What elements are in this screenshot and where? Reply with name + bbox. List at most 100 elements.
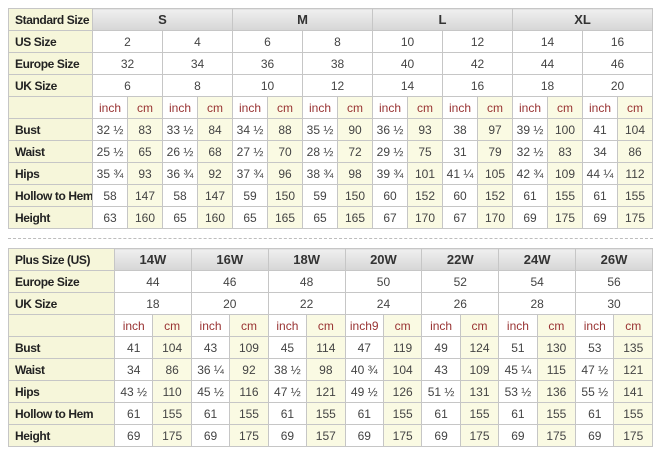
measurement-cell: 45 ½ <box>190 380 231 403</box>
measurement-cell: 104 <box>617 118 653 141</box>
size-value-cell: 22 <box>267 292 346 315</box>
size-value-cell: 10 <box>372 30 443 53</box>
inch-unit-cell: inch <box>162 96 198 119</box>
row-label: Hollow to Hem <box>8 402 115 425</box>
measurement-cell: 150 <box>267 184 303 207</box>
size-value-cell: 16 <box>442 74 513 97</box>
measurement-cell: 61 <box>267 402 308 425</box>
measurement-cell: 27 ½ <box>232 140 268 163</box>
cm-unit-cell: cm <box>337 96 373 119</box>
measurement-cell: 69 <box>267 424 308 447</box>
measurement-cell: 63 <box>92 206 128 229</box>
measurement-cell: 155 <box>229 402 269 425</box>
measurement-cell: 61 <box>575 402 615 425</box>
measurement-cell: 175 <box>459 424 500 447</box>
measurement-cell: 47 ½ <box>267 380 308 403</box>
size-value-cell: 52 <box>421 270 500 293</box>
inch-unit-cell: inch <box>190 314 231 337</box>
measurement-cell: 175 <box>613 424 653 447</box>
measurement-cell: 92 <box>197 162 233 185</box>
measurement-cell: 175 <box>152 424 192 447</box>
measurement-cell: 86 <box>152 358 192 381</box>
measurement-cell: 53 ½ <box>498 380 538 403</box>
measurement-cell: 135 <box>613 336 653 359</box>
cm-unit-cell: cm <box>407 96 443 119</box>
size-value-cell: 42 <box>442 52 513 75</box>
measurement-cell: 165 <box>337 206 373 229</box>
measurement-cell: 45 ¼ <box>498 358 538 381</box>
cm-unit-cell: cm <box>613 314 653 337</box>
size-value-cell: 34 <box>162 52 233 75</box>
measurement-cell: 36 ¾ <box>162 162 198 185</box>
measurement-cell: 101 <box>407 162 443 185</box>
size-value-cell: 12 <box>302 74 373 97</box>
measurement-cell: 160 <box>127 206 163 229</box>
measurement-cell: 110 <box>152 380 192 403</box>
measurement-cell: 29 ½ <box>372 140 408 163</box>
measurement-cell: 40 ¾ <box>344 358 384 381</box>
measurement-cell: 160 <box>197 206 233 229</box>
measurement-cell: 38 <box>442 118 478 141</box>
size-value-cell: 10 <box>232 74 303 97</box>
measurement-cell: 51 <box>498 336 538 359</box>
measurement-cell: 69 <box>190 424 231 447</box>
measurement-cell: 136 <box>536 380 577 403</box>
inch-unit-cell: inch <box>575 314 615 337</box>
measurement-cell: 61 <box>582 184 618 207</box>
measurement-cell: 121 <box>613 358 653 381</box>
measurement-cell: 72 <box>337 140 373 163</box>
cm-unit-cell: cm <box>306 314 346 337</box>
measurement-cell: 175 <box>547 206 583 229</box>
measurement-cell: 61 <box>512 184 548 207</box>
measurement-cell: 53 <box>575 336 615 359</box>
measurement-cell: 38 ½ <box>267 358 308 381</box>
measurement-cell: 93 <box>127 162 163 185</box>
row-label: Europe Size <box>8 270 115 293</box>
size-chart-page: Standard Size S M L XL US Size 2 4 6 8 10 12 14 16 Eur… <box>8 8 653 447</box>
measurement-cell: 59 <box>232 184 268 207</box>
row-label: Height <box>8 206 93 229</box>
size-value-cell: 44 <box>512 52 583 75</box>
measurement-cell: 93 <box>407 118 443 141</box>
measurement-cell: 175 <box>382 424 423 447</box>
measurement-cell: 92 <box>229 358 269 381</box>
row-label: UK Size <box>8 292 115 315</box>
measurement-cell: 35 ¾ <box>92 162 128 185</box>
cm-unit-cell: cm <box>547 96 583 119</box>
measurement-cell: 36 ¼ <box>190 358 231 381</box>
size-value-cell: 18 <box>512 74 583 97</box>
size-value-cell: 46 <box>190 270 269 293</box>
cm-unit-cell: cm <box>617 96 653 119</box>
inch-unit-cell: inch9 <box>344 314 384 337</box>
measurement-cell: 69 <box>421 424 461 447</box>
size-value-cell: 36 <box>232 52 303 75</box>
inch-unit-cell: inch <box>442 96 478 119</box>
row-label: Height <box>8 424 115 447</box>
measurement-cell: 34 <box>113 358 154 381</box>
measurement-cell: 126 <box>382 380 423 403</box>
measurement-cell: 147 <box>127 184 163 207</box>
measurement-cell: 109 <box>547 162 583 185</box>
measurement-cell: 121 <box>306 380 346 403</box>
measurement-cell: 130 <box>536 336 577 359</box>
size-group-header-18w: 18W <box>267 248 346 271</box>
measurement-cell: 34 ½ <box>232 118 268 141</box>
measurement-cell: 114 <box>306 336 346 359</box>
row-label-empty <box>8 96 93 119</box>
measurement-cell: 31 <box>442 140 478 163</box>
measurement-cell: 97 <box>477 118 513 141</box>
measurement-cell: 98 <box>337 162 373 185</box>
measurement-cell: 124 <box>459 336 500 359</box>
measurement-cell: 83 <box>547 140 583 163</box>
measurement-cell: 175 <box>229 424 269 447</box>
measurement-cell: 175 <box>617 206 653 229</box>
measurement-cell: 65 <box>127 140 163 163</box>
measurement-cell: 35 ½ <box>302 118 338 141</box>
size-group-header-l: L <box>372 8 513 31</box>
measurement-cell: 43 <box>421 358 461 381</box>
cm-unit-cell: cm <box>229 314 269 337</box>
size-value-cell: 54 <box>498 270 577 293</box>
measurement-cell: 37 ¾ <box>232 162 268 185</box>
measurement-cell: 55 ½ <box>575 380 615 403</box>
measurement-cell: 109 <box>229 336 269 359</box>
